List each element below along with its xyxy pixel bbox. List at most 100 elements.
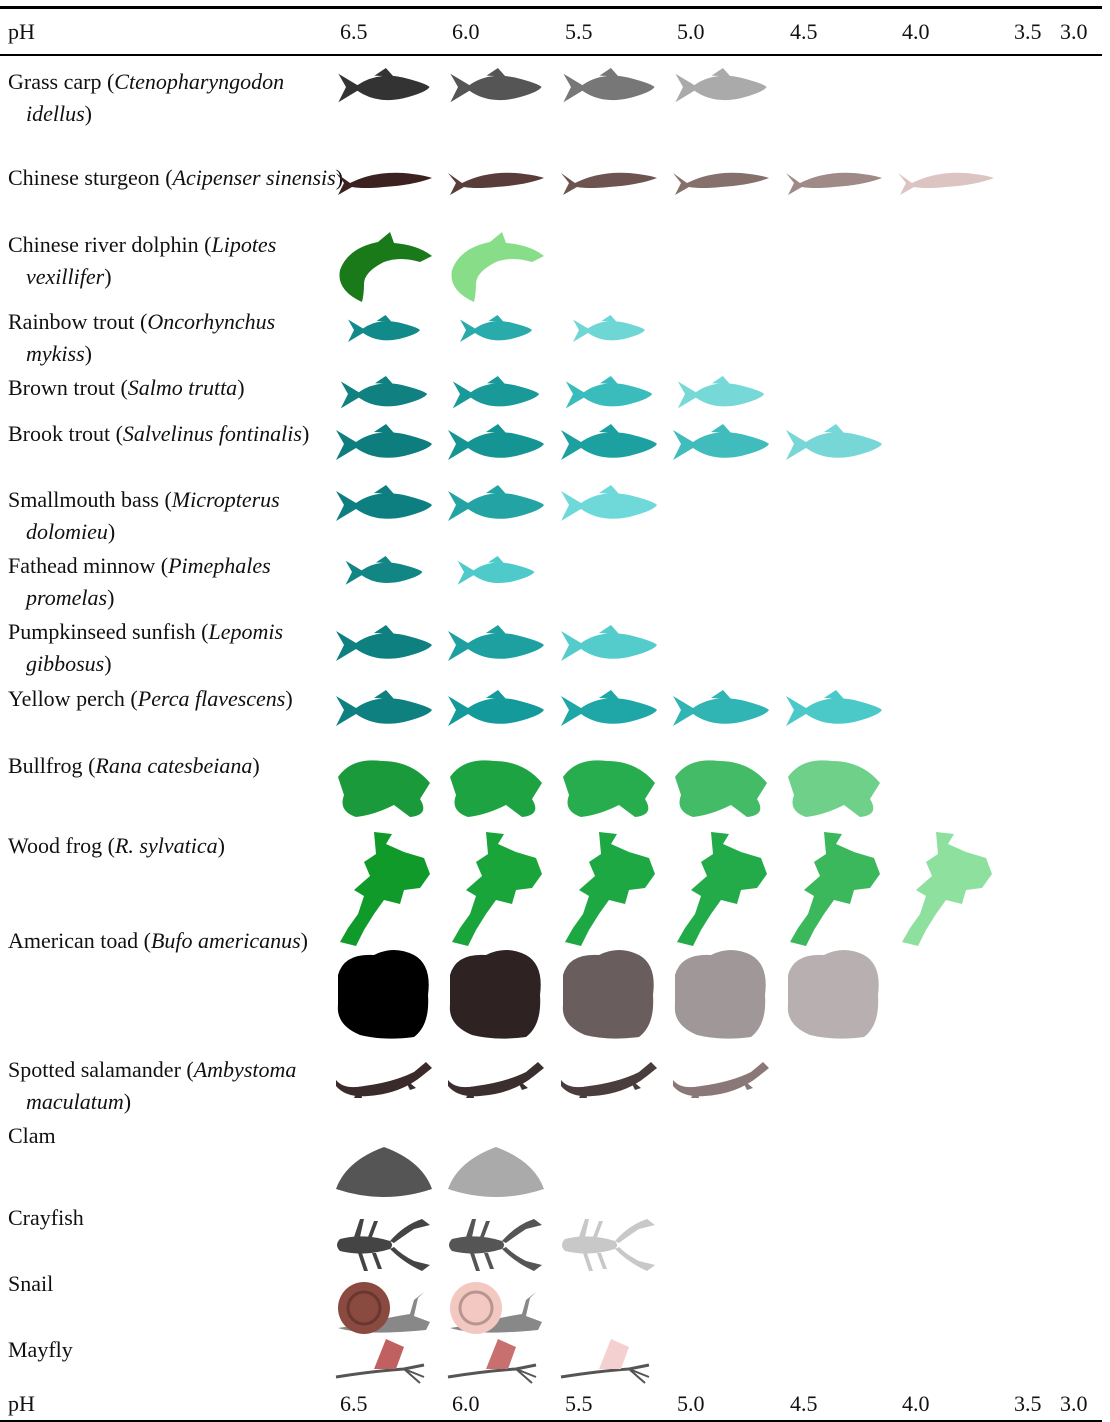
icon-shape (561, 485, 657, 521)
header-row: pH 6.5 6.0 5.5 5.0 4.5 4.0 3.5 3.0 (8, 16, 1108, 48)
species-icon (446, 1337, 538, 1385)
species-icon (674, 950, 766, 1039)
species-icon (449, 1219, 542, 1271)
ph-column: 4.0 (902, 19, 930, 44)
species-icon (337, 1219, 430, 1271)
icon-shape (340, 832, 430, 946)
common-name: Fathead minnow (8, 553, 156, 578)
species-icon (338, 760, 430, 817)
species-icon (448, 1147, 544, 1197)
species-icon (448, 485, 544, 521)
icon-shape (450, 68, 542, 103)
species-label: Brown trout Salmo trutta (8, 372, 344, 404)
species-icon (675, 760, 767, 817)
icon-shape (561, 172, 657, 195)
species-label: Brook trout Salvelinus fontinalis (8, 418, 344, 450)
species-icon (673, 172, 769, 195)
footer-row: pH 6.5 6.0 5.5 5.0 4.5 4.0 3.5 3.0 (8, 1388, 1108, 1420)
icon-shape (345, 556, 423, 585)
icon-shape (348, 315, 420, 342)
common-name: Snail (8, 1271, 54, 1296)
icon-shape (673, 690, 769, 726)
icon-shape (448, 1280, 544, 1336)
species-icon (786, 690, 882, 726)
icon-shape (674, 950, 766, 1039)
species-icon (786, 172, 882, 195)
species-icon (337, 950, 429, 1039)
common-name: Chinese sturgeon (8, 165, 160, 190)
ph-label: pH (8, 19, 35, 44)
species-label: Crayfish (8, 1202, 344, 1234)
species-icon (340, 832, 430, 946)
icon-shape (559, 1337, 651, 1385)
header-rule (0, 54, 1102, 56)
species-icon (448, 625, 544, 661)
icon-shape (448, 625, 544, 661)
species-icon (561, 690, 657, 726)
icon-shape (448, 690, 544, 726)
scientific-name: Acipenser sinensis (165, 165, 343, 190)
icon-shape (448, 1062, 544, 1098)
icon-shape (336, 625, 432, 661)
ph-column: 3.0 (1060, 19, 1088, 44)
species-label: Grass carp Ctenopharyngodon idellus (8, 66, 344, 130)
icon-shape (446, 1337, 538, 1385)
scientific-name: Bufo americanus (144, 928, 308, 953)
species-icon (561, 625, 657, 661)
ph-column: 6.0 (452, 19, 480, 44)
icon-shape (565, 376, 653, 409)
species-icon (336, 424, 432, 460)
common-name: Wood frog (8, 833, 103, 858)
icon-shape (563, 760, 655, 817)
species-icon (561, 485, 657, 521)
icon-shape (336, 485, 432, 521)
icon-shape (573, 315, 645, 342)
scientific-name: Perca flavescens (130, 686, 292, 711)
icon-shape (448, 1147, 544, 1197)
species-icon (448, 172, 544, 195)
ph-column: 3.5 (1014, 1391, 1042, 1416)
species-icon (449, 950, 541, 1039)
scientific-name: R. sylvatica (108, 833, 225, 858)
icon-shape (902, 832, 992, 946)
species-icon (902, 832, 992, 946)
species-label: Snail (8, 1268, 344, 1300)
icon-shape (675, 760, 767, 817)
icon-shape (338, 68, 430, 103)
icon-shape (898, 172, 994, 195)
species-icon (345, 556, 423, 585)
top-rule (0, 6, 1102, 9)
species-icon (787, 950, 879, 1039)
icon-shape (673, 424, 769, 460)
species-icon (338, 68, 430, 103)
ph-column: 5.0 (677, 1391, 705, 1416)
icon-shape (451, 232, 544, 302)
icon-shape (565, 832, 655, 946)
ph-column: 5.5 (565, 1391, 593, 1416)
species-label: Spotted salamander Ambystoma maculatum (8, 1054, 344, 1118)
species-icon (450, 68, 542, 103)
icon-shape (675, 68, 767, 103)
icon-shape (448, 485, 544, 521)
common-name: American toad (8, 928, 139, 953)
icon-shape (673, 1062, 769, 1098)
scientific-name: Rana catesbeiana (88, 753, 260, 778)
icon-shape (336, 1280, 432, 1336)
species-icon (673, 1062, 769, 1098)
icon-shape (334, 1337, 426, 1385)
common-name: Grass carp (8, 69, 102, 94)
species-icon (336, 1147, 432, 1197)
icon-shape (788, 760, 880, 817)
ph-label: pH (8, 1391, 35, 1416)
species-icon (559, 1337, 651, 1385)
species-icon (675, 68, 767, 103)
ph-column: 3.0 (1060, 1391, 1088, 1416)
icon-shape (561, 1062, 657, 1098)
icon-shape (562, 1219, 655, 1271)
species-icon (336, 485, 432, 521)
common-name: Pumpkinseed sunfish (8, 619, 196, 644)
species-icon (677, 832, 767, 946)
species-label: Pumpkinseed sunfish Lepomis gibbosus (8, 616, 344, 680)
species-icon (448, 1280, 544, 1336)
